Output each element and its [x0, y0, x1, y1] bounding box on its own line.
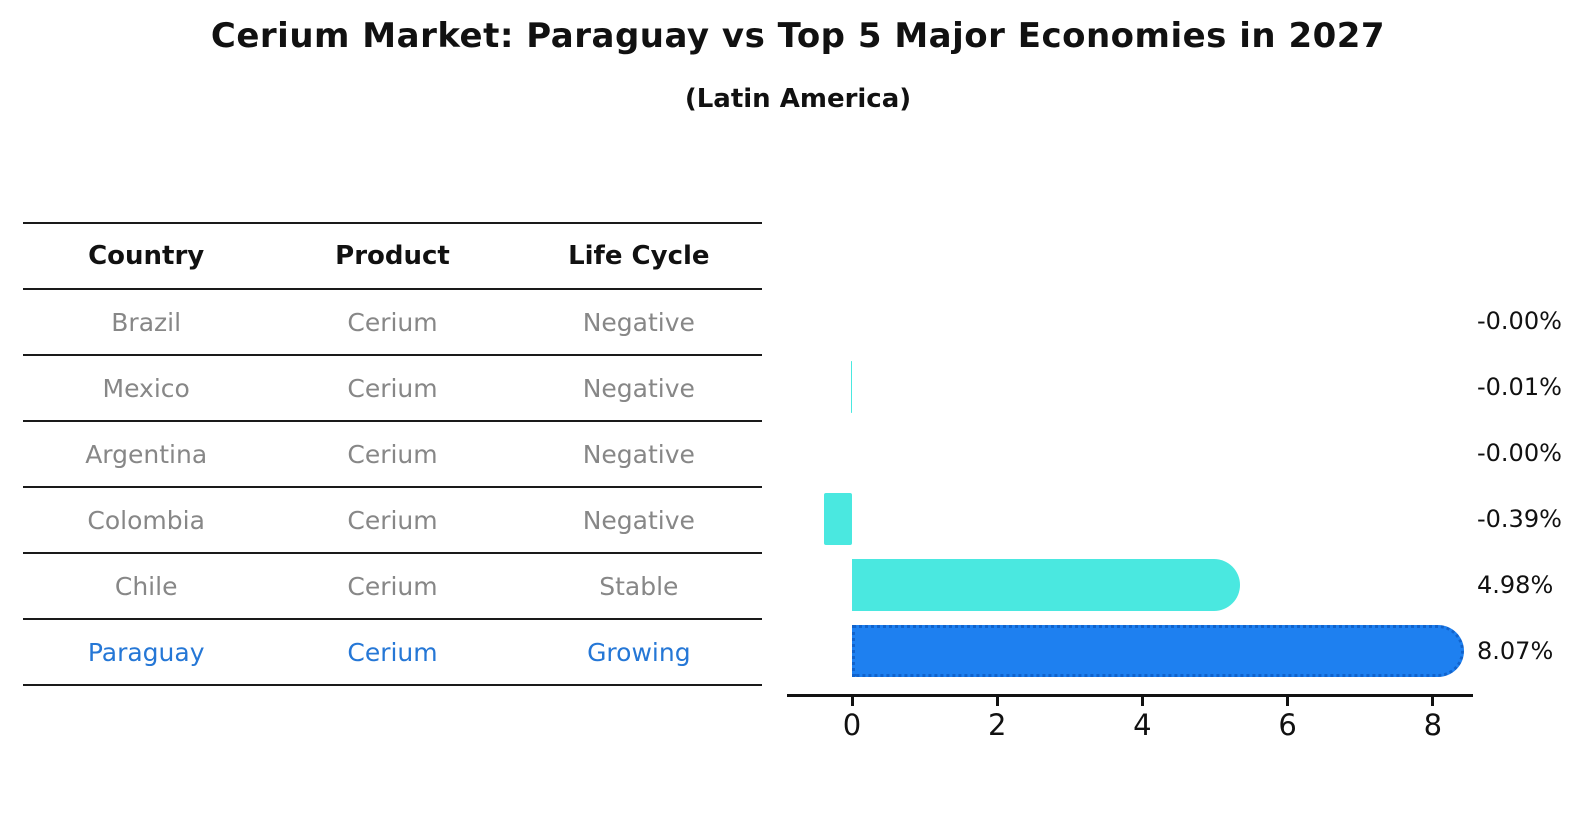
x-axis-tick: [1431, 696, 1435, 706]
chart-title: Cerium Market: Paraguay vs Top 5 Major E…: [210, 16, 1386, 56]
cell-product: Cerium: [347, 571, 438, 601]
cell-lifecycle: Stable: [599, 571, 679, 601]
x-axis-tick: [850, 696, 854, 706]
x-axis-tick-label: 8: [1423, 708, 1443, 742]
table-row: Argentina Cerium Negative: [23, 420, 762, 486]
cell-product: Cerium: [347, 439, 438, 469]
cell-product: Cerium: [347, 373, 438, 403]
table-body: Brazil Cerium Negative Mexico Cerium Negative…: [23, 288, 762, 684]
cell-country: Chile: [114, 571, 178, 601]
x-axis-tick-label: 0: [842, 708, 862, 742]
x-axis-tick: [995, 696, 999, 706]
cell-product: Cerium: [347, 505, 438, 535]
x-axis-tick: [1286, 696, 1290, 706]
cell-country: Paraguay: [87, 637, 205, 667]
bar-value-label: 4.98%: [1477, 571, 1554, 599]
table-row: Paraguay Cerium Growing: [23, 618, 762, 684]
header-product: Product: [335, 241, 450, 271]
header-lifecycle: Life Cycle: [568, 241, 710, 271]
table-row: Mexico Cerium Negative: [23, 354, 762, 420]
header-country: Country: [88, 241, 205, 271]
cell-lifecycle: Negative: [582, 307, 695, 337]
bar: [852, 625, 1464, 677]
table-header-row: Country Product Life Cycle: [23, 222, 762, 288]
bar: [850, 361, 852, 413]
bar: [852, 559, 1240, 611]
bar-value-label: 8.07%: [1477, 637, 1554, 665]
cell-lifecycle: Negative: [582, 439, 695, 469]
cell-lifecycle: Growing: [587, 637, 691, 667]
cell-country: Argentina: [85, 439, 208, 469]
table-row: Brazil Cerium Negative: [23, 288, 762, 354]
bar-value-label: -0.01%: [1477, 373, 1562, 401]
x-axis-tick-label: 6: [1278, 708, 1297, 742]
cell-product: Cerium: [347, 307, 438, 337]
bar: [823, 493, 852, 545]
summary-table: Country Product Life Cycle Brazil Cerium N…: [23, 222, 762, 686]
cell-product: Cerium: [347, 637, 438, 667]
bar-value-label: -0.39%: [1477, 505, 1562, 533]
table-row: Colombia Cerium Negative: [23, 486, 762, 552]
x-axis-line: [787, 694, 1473, 697]
x-axis-tick-label: 2: [987, 708, 1007, 742]
x-axis-tick-label: 4: [1133, 708, 1152, 742]
x-axis-tick: [1140, 696, 1144, 706]
bar-value-label: -0.00%: [1477, 439, 1562, 467]
cell-country: Mexico: [102, 373, 190, 403]
cell-country: Colombia: [87, 505, 205, 535]
bar-value-label: -0.00%: [1477, 307, 1562, 335]
cell-country: Brazil: [111, 307, 182, 337]
chart-subtitle: (Latin America): [684, 84, 912, 114]
cell-lifecycle: Negative: [582, 373, 695, 403]
cell-lifecycle: Negative: [582, 505, 695, 535]
table-row: Chile Cerium Stable: [23, 552, 762, 618]
